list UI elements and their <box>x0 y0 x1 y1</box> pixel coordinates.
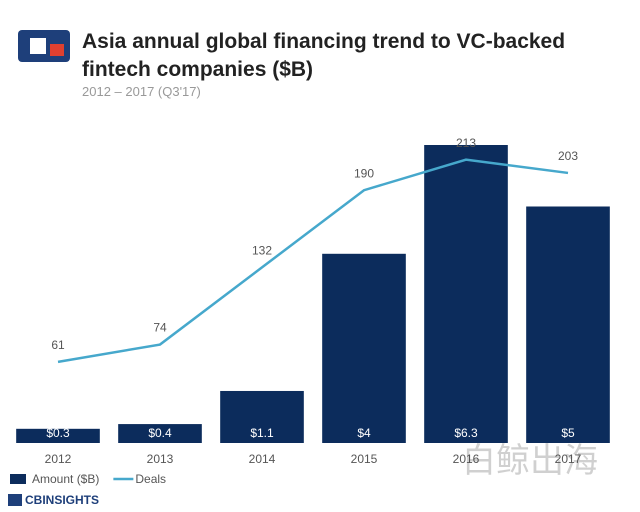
bar <box>322 253 406 443</box>
value-label: $0.3 <box>46 426 70 440</box>
source: CBINSIGHTS <box>25 493 99 507</box>
value-label: 213 <box>456 136 476 150</box>
x-tick-label: 2013 <box>147 452 174 466</box>
value-label: 74 <box>153 321 167 335</box>
bar <box>16 428 100 443</box>
chart-title: Asia annual global financing trend to VC… <box>82 30 566 81</box>
value-label: $4 <box>357 426 371 440</box>
logo-icon <box>18 30 70 62</box>
x-tick-label: 2015 <box>351 452 378 466</box>
bar <box>220 390 304 443</box>
bar <box>118 424 202 443</box>
bar <box>526 206 610 443</box>
footer-logo <box>8 494 22 506</box>
chart-subtitle: 2012 – 2017 (Q3'17) <box>82 84 201 99</box>
watermark: 白鲸出海 <box>462 442 598 480</box>
legend-label: Amount ($B) <box>32 472 99 486</box>
x-tick-label: 2016 <box>453 452 480 466</box>
line <box>57 158 569 364</box>
value-label: $1.1 <box>250 426 274 440</box>
value-label: $0.4 <box>148 426 172 440</box>
x-tick-label: 2017 <box>555 452 582 466</box>
legend-swatch <box>10 474 26 484</box>
value-label: 132 <box>252 244 272 258</box>
bar <box>424 145 508 443</box>
value-label: 61 <box>51 338 65 352</box>
value-label: $6.3 <box>454 426 478 440</box>
value-label: 190 <box>354 166 374 180</box>
value-label: $5 <box>561 426 575 440</box>
legend-label: Deals <box>135 472 166 486</box>
value-label: 203 <box>558 149 578 163</box>
x-tick-label: 2014 <box>249 452 276 466</box>
x-tick-label: 2012 <box>45 452 72 466</box>
